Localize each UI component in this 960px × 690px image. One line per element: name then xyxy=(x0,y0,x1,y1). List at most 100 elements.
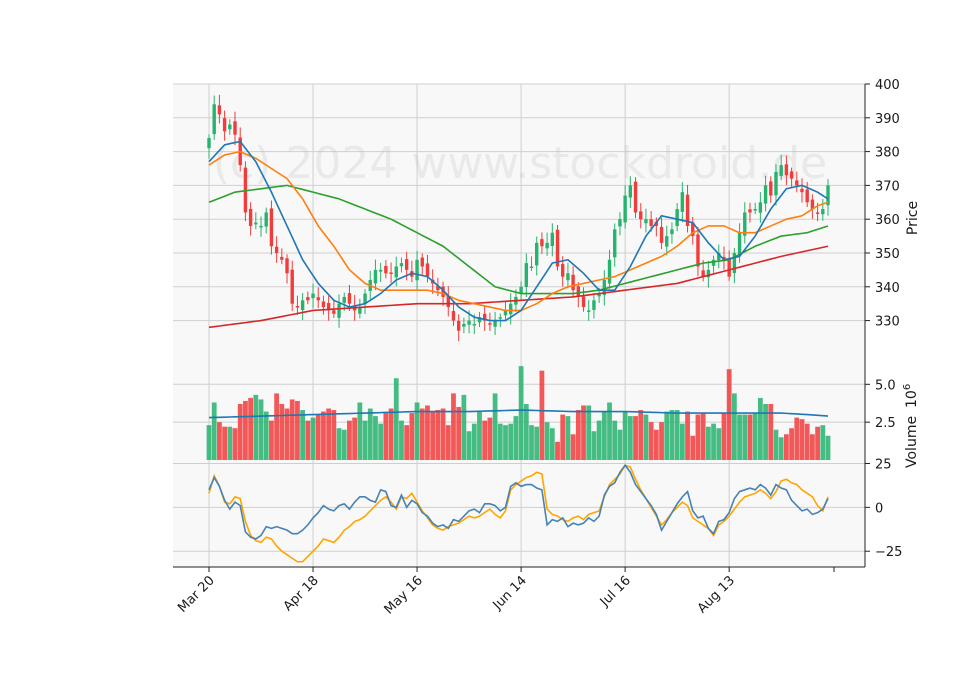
candle-body xyxy=(524,263,529,287)
volume-bar xyxy=(575,410,581,460)
candle-body xyxy=(815,212,820,214)
volume-bar xyxy=(305,420,311,460)
volume-bar xyxy=(778,437,784,460)
volume-axis-label: Volume xyxy=(904,416,920,468)
candle-body xyxy=(592,300,596,310)
candle-body xyxy=(269,208,274,247)
candle xyxy=(691,216,695,245)
candle-body xyxy=(561,264,565,277)
candle xyxy=(337,294,341,328)
candle-body xyxy=(259,225,263,228)
candle-body xyxy=(493,320,497,327)
candle xyxy=(217,94,222,124)
candle xyxy=(571,266,575,298)
candle-body xyxy=(290,269,294,304)
candle xyxy=(821,198,825,221)
volume-bar xyxy=(612,420,618,460)
volume-bar xyxy=(237,403,243,460)
candle xyxy=(800,178,804,203)
volume-bar xyxy=(243,400,248,460)
candle-body xyxy=(805,189,809,203)
volume-bar xyxy=(367,408,373,460)
candle-body xyxy=(415,259,419,281)
volume-bar xyxy=(211,402,217,460)
volume-bar xyxy=(586,405,592,460)
volume-bar xyxy=(690,435,696,460)
candle-body xyxy=(607,259,612,284)
candle-body xyxy=(665,236,669,247)
candle-body xyxy=(706,269,711,278)
volume-bar xyxy=(248,397,254,460)
volume-bar xyxy=(700,413,706,460)
candle-body xyxy=(769,181,773,196)
candle xyxy=(717,244,721,269)
candle xyxy=(306,291,310,305)
volume-bar xyxy=(289,399,295,460)
volume-bar xyxy=(581,405,586,460)
volume-bar xyxy=(555,441,560,460)
candle-body xyxy=(337,303,341,318)
candle xyxy=(727,250,731,281)
candle xyxy=(508,293,513,325)
candle xyxy=(295,295,300,316)
candle-body xyxy=(774,171,778,196)
y-tick-label: 0 xyxy=(875,501,883,516)
candle-body xyxy=(254,222,258,225)
candle-body xyxy=(737,232,742,256)
volume-bar xyxy=(430,411,436,460)
candle xyxy=(607,249,612,289)
candle-body xyxy=(488,323,492,325)
volume-bar xyxy=(607,402,612,460)
candle xyxy=(587,300,591,321)
candle-body xyxy=(363,293,367,305)
candle-body xyxy=(285,258,289,274)
volume-bar xyxy=(804,423,810,460)
volume-bar xyxy=(810,434,815,460)
candle xyxy=(550,223,555,257)
volume-bar xyxy=(279,403,285,460)
candle xyxy=(228,119,232,135)
volume-bar xyxy=(477,411,482,460)
candle xyxy=(753,202,757,215)
candle-body xyxy=(332,310,336,314)
candle-body xyxy=(732,252,737,274)
candle-body xyxy=(462,323,466,327)
volume-bar xyxy=(549,428,555,460)
candle-body xyxy=(696,234,700,267)
candle-body xyxy=(280,256,284,260)
candle-body xyxy=(441,286,445,297)
volume-bar xyxy=(393,378,399,460)
candle-body xyxy=(420,257,424,267)
volume-bar xyxy=(539,370,545,460)
candle-body xyxy=(623,195,627,223)
volume-bar xyxy=(716,428,722,460)
candle-body xyxy=(482,313,487,321)
volume-bar xyxy=(783,434,789,460)
candle xyxy=(285,254,289,284)
volume-bar xyxy=(523,403,529,460)
oscillator-signal-line xyxy=(208,464,829,563)
candle xyxy=(743,202,747,244)
candle xyxy=(529,256,534,271)
candle-body xyxy=(571,274,575,291)
volume-bar xyxy=(721,413,727,460)
candle-body xyxy=(654,221,659,226)
candle-body xyxy=(789,171,794,179)
volume-bar xyxy=(347,420,352,460)
volume-bar xyxy=(627,416,633,460)
volume-bar xyxy=(315,414,321,460)
candle xyxy=(639,203,643,229)
volume-bar xyxy=(638,410,644,460)
volume-bar xyxy=(617,429,623,460)
volume-bar xyxy=(310,417,316,460)
candle-body xyxy=(373,269,378,284)
candle-body xyxy=(503,310,508,316)
ma-fast-line xyxy=(208,140,829,322)
candle xyxy=(415,250,419,290)
candle-body xyxy=(316,297,320,301)
candle xyxy=(810,194,815,219)
volume-bar xyxy=(227,426,233,460)
candle-body xyxy=(321,301,326,308)
volume-bar xyxy=(529,425,534,460)
